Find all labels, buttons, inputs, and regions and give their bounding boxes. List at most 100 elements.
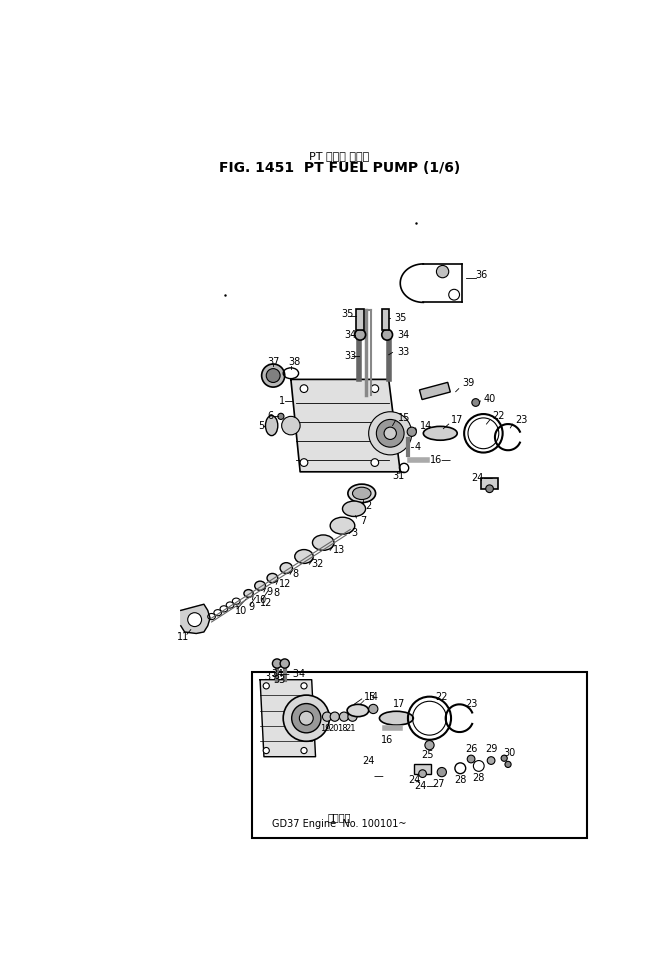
Circle shape	[419, 770, 426, 777]
Text: 4: 4	[414, 442, 420, 452]
Text: —: —	[373, 771, 383, 781]
Circle shape	[505, 761, 511, 767]
Circle shape	[263, 748, 269, 754]
Text: 8: 8	[292, 569, 298, 579]
Text: 31: 31	[392, 470, 405, 480]
Bar	[382, 309, 389, 330]
Text: 36: 36	[475, 270, 488, 280]
Text: GD37 Engine  No. 100101~: GD37 Engine No. 100101~	[272, 819, 406, 829]
Circle shape	[371, 459, 379, 466]
Text: 10: 10	[255, 595, 267, 605]
Text: 34: 34	[397, 329, 410, 340]
Ellipse shape	[267, 573, 278, 583]
Text: 15: 15	[398, 413, 410, 423]
Ellipse shape	[312, 535, 334, 551]
Ellipse shape	[265, 416, 278, 436]
Circle shape	[280, 659, 289, 668]
Circle shape	[436, 266, 449, 277]
Text: 24: 24	[408, 775, 420, 785]
Text: PT フェル ポンプ: PT フェル ポンプ	[309, 151, 369, 161]
Text: 1: 1	[278, 396, 284, 406]
Circle shape	[263, 683, 269, 689]
Circle shape	[437, 767, 446, 777]
Ellipse shape	[348, 484, 376, 503]
Circle shape	[472, 399, 479, 407]
Text: 18: 18	[337, 723, 348, 733]
Text: 15: 15	[364, 692, 377, 702]
Circle shape	[348, 712, 357, 721]
Text: 30: 30	[503, 748, 516, 758]
Text: 26: 26	[465, 744, 477, 754]
Text: FIG. 1451  PT FUEL PUMP (1/6): FIG. 1451 PT FUEL PUMP (1/6)	[219, 161, 460, 174]
Circle shape	[487, 757, 495, 764]
Polygon shape	[291, 379, 400, 471]
Text: 33: 33	[273, 675, 286, 685]
Circle shape	[301, 748, 307, 754]
Text: 23: 23	[516, 416, 528, 425]
Text: 35: 35	[394, 313, 406, 322]
Text: 16—: 16—	[430, 456, 452, 466]
Text: 19: 19	[320, 723, 331, 733]
Bar	[356, 309, 364, 330]
Text: 33: 33	[397, 348, 410, 358]
Ellipse shape	[379, 711, 413, 725]
Circle shape	[300, 459, 308, 466]
Text: 27: 27	[432, 779, 445, 789]
Text: 5: 5	[258, 420, 264, 430]
Text: 28: 28	[473, 773, 485, 783]
Text: 22: 22	[493, 412, 505, 421]
Text: 40: 40	[483, 394, 496, 404]
Circle shape	[377, 419, 404, 447]
Ellipse shape	[295, 550, 313, 564]
Text: 11: 11	[177, 632, 189, 642]
Text: 20: 20	[328, 723, 339, 733]
Circle shape	[283, 695, 330, 741]
Circle shape	[272, 659, 282, 668]
Text: 24—: 24—	[414, 781, 436, 791]
Text: 12: 12	[260, 598, 272, 608]
Ellipse shape	[280, 563, 292, 573]
Circle shape	[262, 364, 284, 387]
Circle shape	[278, 414, 284, 419]
Circle shape	[449, 289, 459, 300]
Circle shape	[300, 385, 308, 393]
Text: 17: 17	[451, 416, 463, 425]
Bar	[420, 382, 450, 400]
Text: 8: 8	[273, 588, 279, 599]
Text: 38: 38	[288, 358, 301, 368]
Bar	[481, 478, 498, 489]
Text: 39: 39	[462, 378, 474, 388]
Text: 34: 34	[271, 668, 283, 678]
Circle shape	[369, 705, 378, 713]
Text: 23: 23	[465, 700, 478, 710]
Circle shape	[501, 756, 507, 761]
Text: 7: 7	[360, 516, 367, 526]
Circle shape	[371, 385, 379, 393]
Circle shape	[425, 741, 434, 750]
Text: 3: 3	[352, 528, 358, 538]
Ellipse shape	[353, 487, 371, 500]
Text: 14: 14	[420, 420, 432, 430]
Text: 29: 29	[485, 744, 497, 754]
Text: 24: 24	[363, 756, 375, 765]
Text: 34: 34	[344, 329, 356, 340]
Text: I4: I4	[369, 692, 378, 702]
Ellipse shape	[347, 705, 369, 716]
Text: 21: 21	[345, 723, 356, 733]
Text: 13: 13	[332, 545, 345, 556]
Text: 16: 16	[381, 735, 393, 745]
Circle shape	[339, 712, 349, 721]
Text: 25: 25	[421, 750, 434, 760]
Text: 17: 17	[392, 700, 405, 710]
Text: 12: 12	[278, 579, 291, 589]
Ellipse shape	[330, 517, 355, 534]
Text: 33: 33	[264, 671, 276, 682]
Circle shape	[407, 427, 416, 436]
Text: 6: 6	[267, 412, 273, 421]
Circle shape	[267, 368, 280, 382]
Text: 10: 10	[235, 607, 247, 616]
Text: 35: 35	[341, 309, 354, 318]
Text: 32: 32	[312, 560, 324, 569]
Text: 速報号番: 速報号番	[328, 811, 351, 822]
Circle shape	[301, 683, 307, 689]
